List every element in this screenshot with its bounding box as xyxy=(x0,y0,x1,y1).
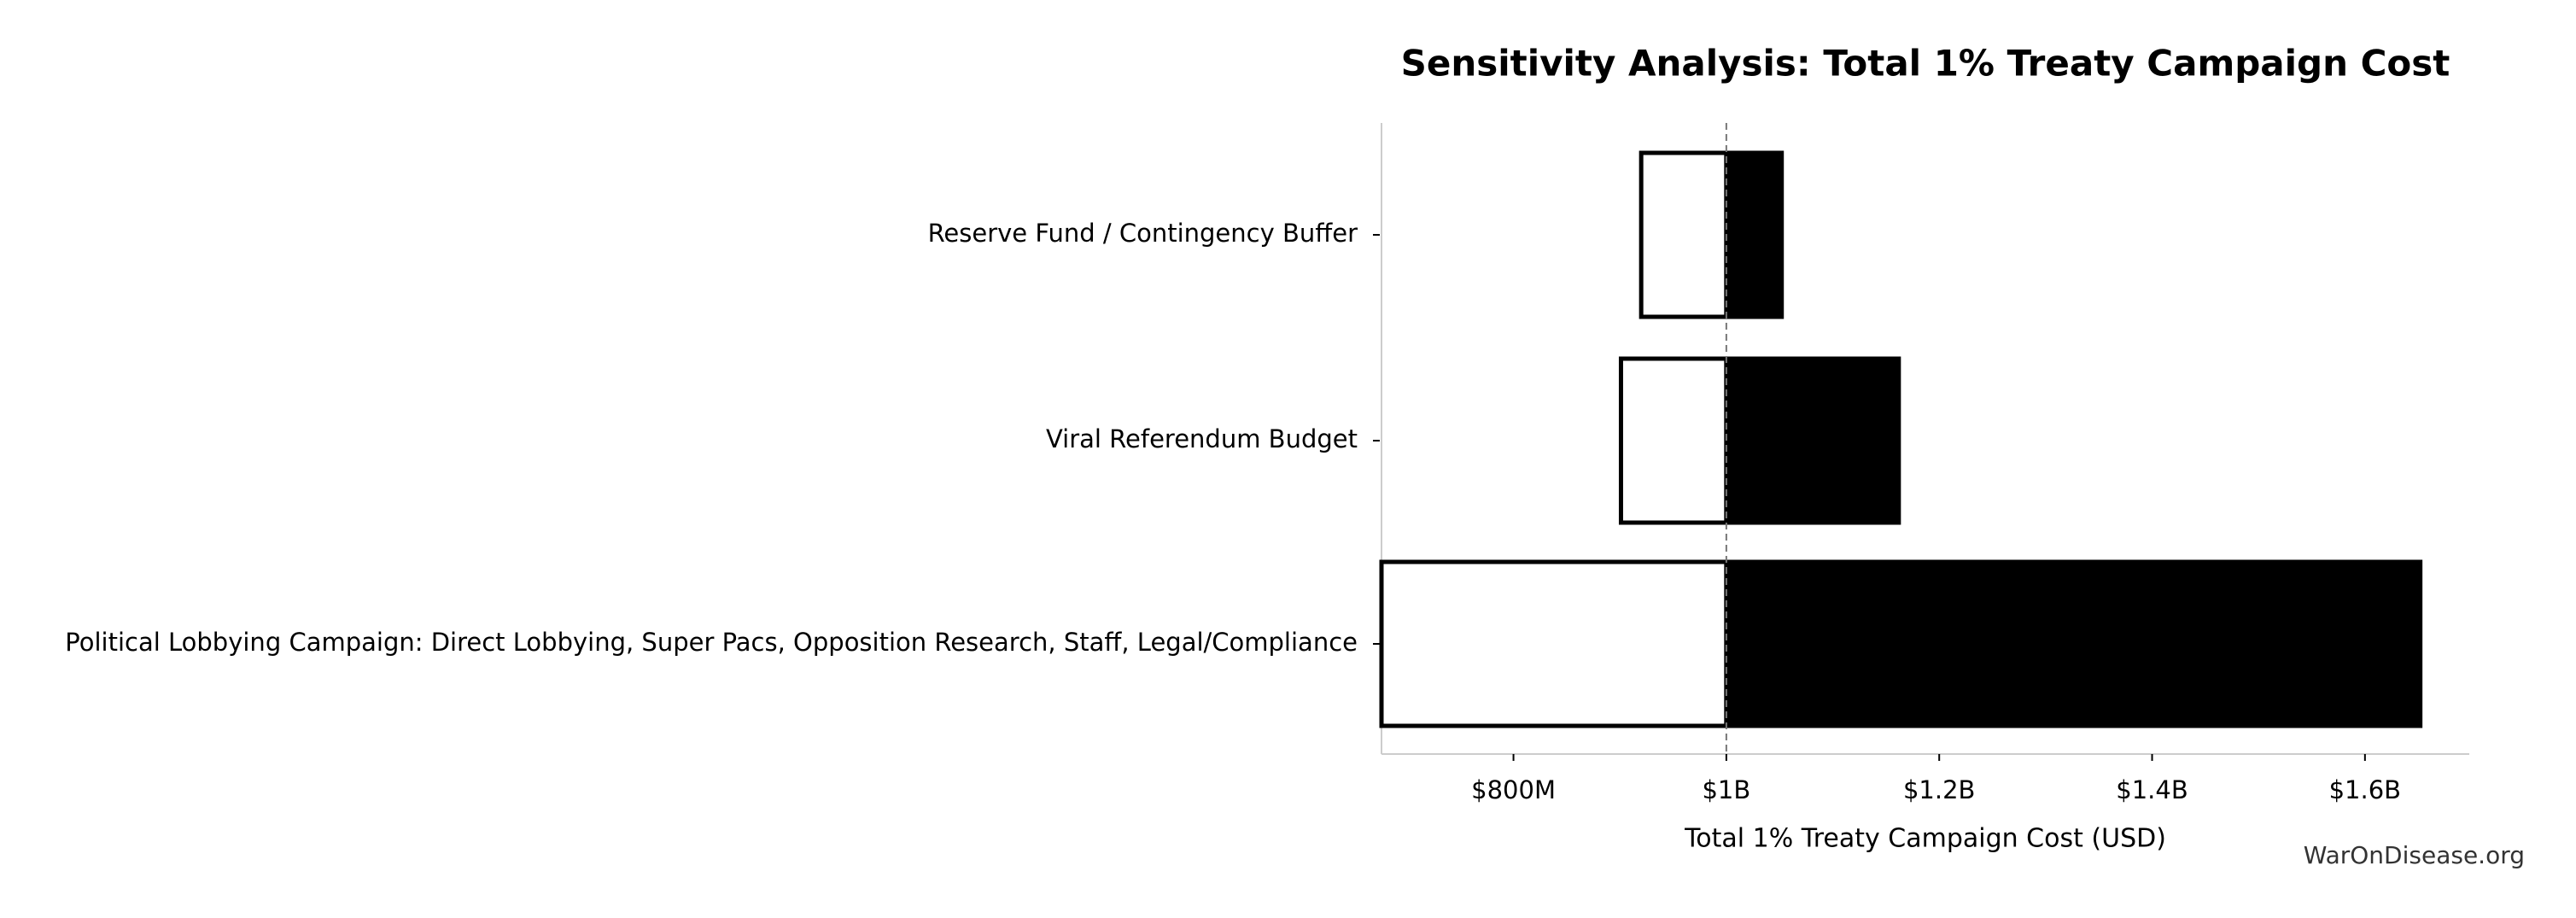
high-bar xyxy=(1724,356,1901,525)
watermark: WarOnDisease.org xyxy=(2304,841,2525,869)
low-bar xyxy=(1379,559,1729,728)
high-bar xyxy=(1724,150,1785,319)
y-tick-label: Viral Referendum Budget xyxy=(1046,424,1358,453)
x-tick-label: $1B xyxy=(1702,775,1750,804)
chart-title: Sensitivity Analysis: Total 1% Treaty Ca… xyxy=(1401,43,2450,85)
y-tick-label: Reserve Fund / Contingency Buffer xyxy=(928,219,1358,248)
x-tick-label: $1.4B xyxy=(2116,775,2188,804)
y-tick-label: Political Lobbying Campaign: Direct Lobb… xyxy=(65,628,1358,657)
x-tick-label: $800M xyxy=(1471,775,1556,804)
low-bar xyxy=(1638,150,1729,319)
x-tick-label: $1.2B xyxy=(1903,775,1975,804)
x-axis-label: Total 1% Treaty Campaign Cost (USD) xyxy=(1684,824,2166,854)
high-bar xyxy=(1724,559,2423,728)
low-bar xyxy=(1618,356,1729,525)
x-tick-label: $1.6B xyxy=(2329,775,2401,804)
